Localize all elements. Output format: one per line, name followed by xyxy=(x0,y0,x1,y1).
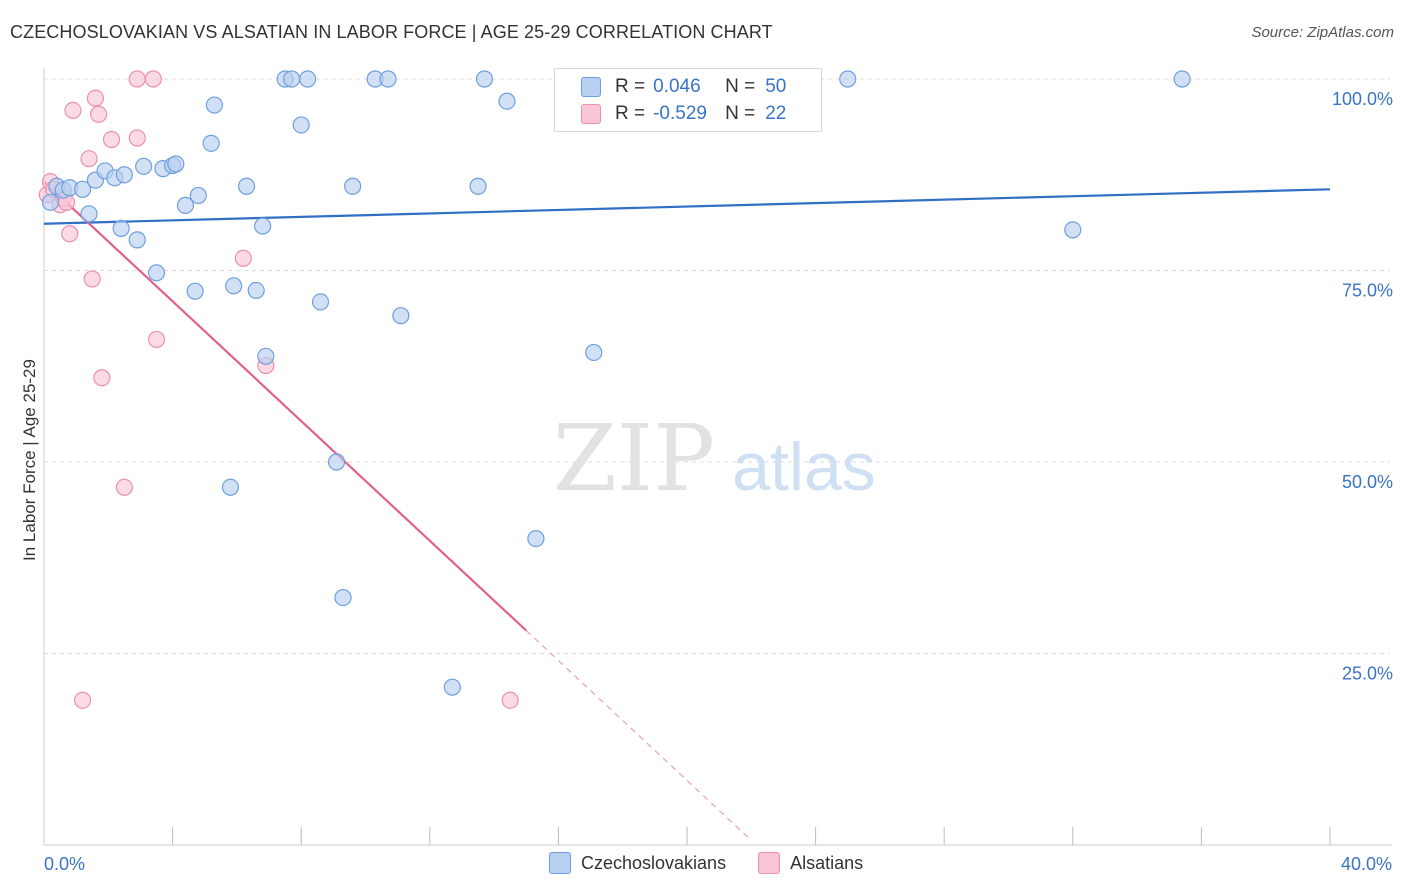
point-czechoslovakian xyxy=(379,70,397,88)
source-credit: Source: ZipAtlas.com xyxy=(1251,24,1394,41)
point-czechoslovakian xyxy=(176,196,195,214)
point-alsatian xyxy=(80,150,98,168)
point-alsatian xyxy=(128,70,146,88)
trend-lines xyxy=(43,180,1331,841)
point-alsatian xyxy=(83,270,101,288)
point-czechoslovakian xyxy=(80,205,98,223)
legend-row-czechoslovakians: R = 0.046 N = 50 xyxy=(581,74,786,100)
point-czechoslovakian xyxy=(221,478,240,496)
point-czechoslovakian xyxy=(189,186,207,205)
legend-swatch-blue xyxy=(581,77,601,97)
point-czechoslovakian xyxy=(73,180,92,198)
point-czechoslovakian xyxy=(167,155,185,173)
legend-r-value: -0.529 xyxy=(653,103,707,124)
legend-r-value: 0.046 xyxy=(653,76,701,97)
legend-swatch-pink xyxy=(581,104,601,124)
point-czechoslovakian xyxy=(1064,221,1082,239)
point-czechoslovakian xyxy=(1173,70,1191,88)
point-czechoslovakian xyxy=(443,678,461,696)
series-legend: Czechoslovakians Alsatians xyxy=(549,852,895,874)
point-czechoslovakian xyxy=(585,343,603,362)
point-czechoslovakian xyxy=(205,96,223,114)
chart-title: CZECHOSLOVAKIAN VS ALSATIAN IN LABOR FOR… xyxy=(10,22,773,42)
point-czechoslovakian xyxy=(299,70,317,88)
x-tick-label: 40.0% xyxy=(1341,854,1392,874)
point-alsatian xyxy=(115,478,133,496)
trend-line-alsatians-extrapolated xyxy=(525,630,752,841)
y-tick-label: 100.0% xyxy=(1332,89,1393,109)
point-alsatian xyxy=(128,129,146,147)
legend-label-czechoslovakians: Czechoslovakians xyxy=(581,852,727,873)
data-points xyxy=(38,70,1191,709)
point-czechoslovakian xyxy=(327,453,346,471)
point-czechoslovakian xyxy=(135,157,153,175)
legend-row-alsatians: R = -0.529 N = 22 xyxy=(581,101,786,127)
axes xyxy=(43,68,1392,846)
point-czechoslovakian xyxy=(257,347,275,365)
point-czechoslovakian xyxy=(334,588,352,607)
point-czechoslovakian xyxy=(475,70,494,88)
legend-r-label: R = xyxy=(615,103,646,124)
point-czechoslovakian xyxy=(839,70,857,88)
point-czechoslovakian xyxy=(527,529,545,548)
y-tick-label: 75.0% xyxy=(1342,281,1393,301)
point-czechoslovakian xyxy=(225,277,243,295)
point-alsatian xyxy=(144,70,162,88)
x-tick-label: 0.0% xyxy=(44,854,85,874)
legend-item-czechoslovakians[interactable]: Czechoslovakians xyxy=(549,852,726,874)
point-czechoslovakian xyxy=(41,193,60,211)
point-alsatian xyxy=(90,105,108,123)
stats-legend: R = 0.046 N = 50 R = -0.529 N = 22 xyxy=(554,68,822,132)
legend-r-label: R = xyxy=(615,76,646,97)
point-alsatian xyxy=(64,101,82,120)
point-czechoslovakian xyxy=(247,281,265,300)
legend-swatch-czechoslovakians xyxy=(549,852,571,874)
point-czechoslovakian xyxy=(147,264,166,282)
point-alsatian xyxy=(93,369,111,387)
tick-labels: 100.0% 75.0% 50.0% 25.0% 0.0% 40.0% xyxy=(44,89,1393,874)
point-alsatian xyxy=(102,130,121,149)
point-czechoslovakian xyxy=(237,177,256,195)
legend-swatch-alsatians xyxy=(758,852,781,874)
point-czechoslovakian xyxy=(498,92,516,110)
watermark: ZIP atlas xyxy=(553,405,876,512)
point-czechoslovakian xyxy=(344,177,362,195)
trend-line-alsatians xyxy=(43,180,527,632)
legend-n-label: N = xyxy=(725,76,756,97)
point-czechoslovakian xyxy=(254,217,272,235)
point-czechoslovakian xyxy=(128,231,146,249)
watermark-zip: ZIP xyxy=(553,405,715,512)
point-alsatian xyxy=(501,691,519,709)
point-czechoslovakian xyxy=(392,307,410,325)
point-alsatian xyxy=(234,249,252,267)
point-czechoslovakian xyxy=(469,177,487,195)
trend-line-czechoslovakians xyxy=(43,188,1331,225)
legend-item-alsatians[interactable]: Alsatians xyxy=(758,852,863,874)
y-tick-label: 25.0% xyxy=(1342,664,1393,684)
point-czechoslovakian xyxy=(186,282,204,300)
point-czechoslovakian xyxy=(112,219,130,237)
legend-n-value: 22 xyxy=(765,103,787,124)
point-czechoslovakian xyxy=(282,70,301,88)
y-axis-label: In Labor Force | Age 25-29 xyxy=(20,359,39,561)
point-czechoslovakian xyxy=(115,166,133,184)
point-czechoslovakian xyxy=(292,116,310,134)
point-alsatian xyxy=(73,691,92,709)
point-alsatian xyxy=(61,225,79,243)
watermark-atlas: atlas xyxy=(732,429,876,505)
point-alsatian xyxy=(147,330,166,349)
point-czechoslovakian xyxy=(202,134,220,152)
gridlines xyxy=(44,78,1390,654)
legend-n-value: 50 xyxy=(765,76,787,97)
y-tick-label: 50.0% xyxy=(1342,472,1393,492)
point-czechoslovakian xyxy=(311,293,330,311)
legend-label-alsatians: Alsatians xyxy=(790,852,864,873)
legend-n-label: N = xyxy=(725,103,756,124)
point-alsatian xyxy=(86,89,105,107)
